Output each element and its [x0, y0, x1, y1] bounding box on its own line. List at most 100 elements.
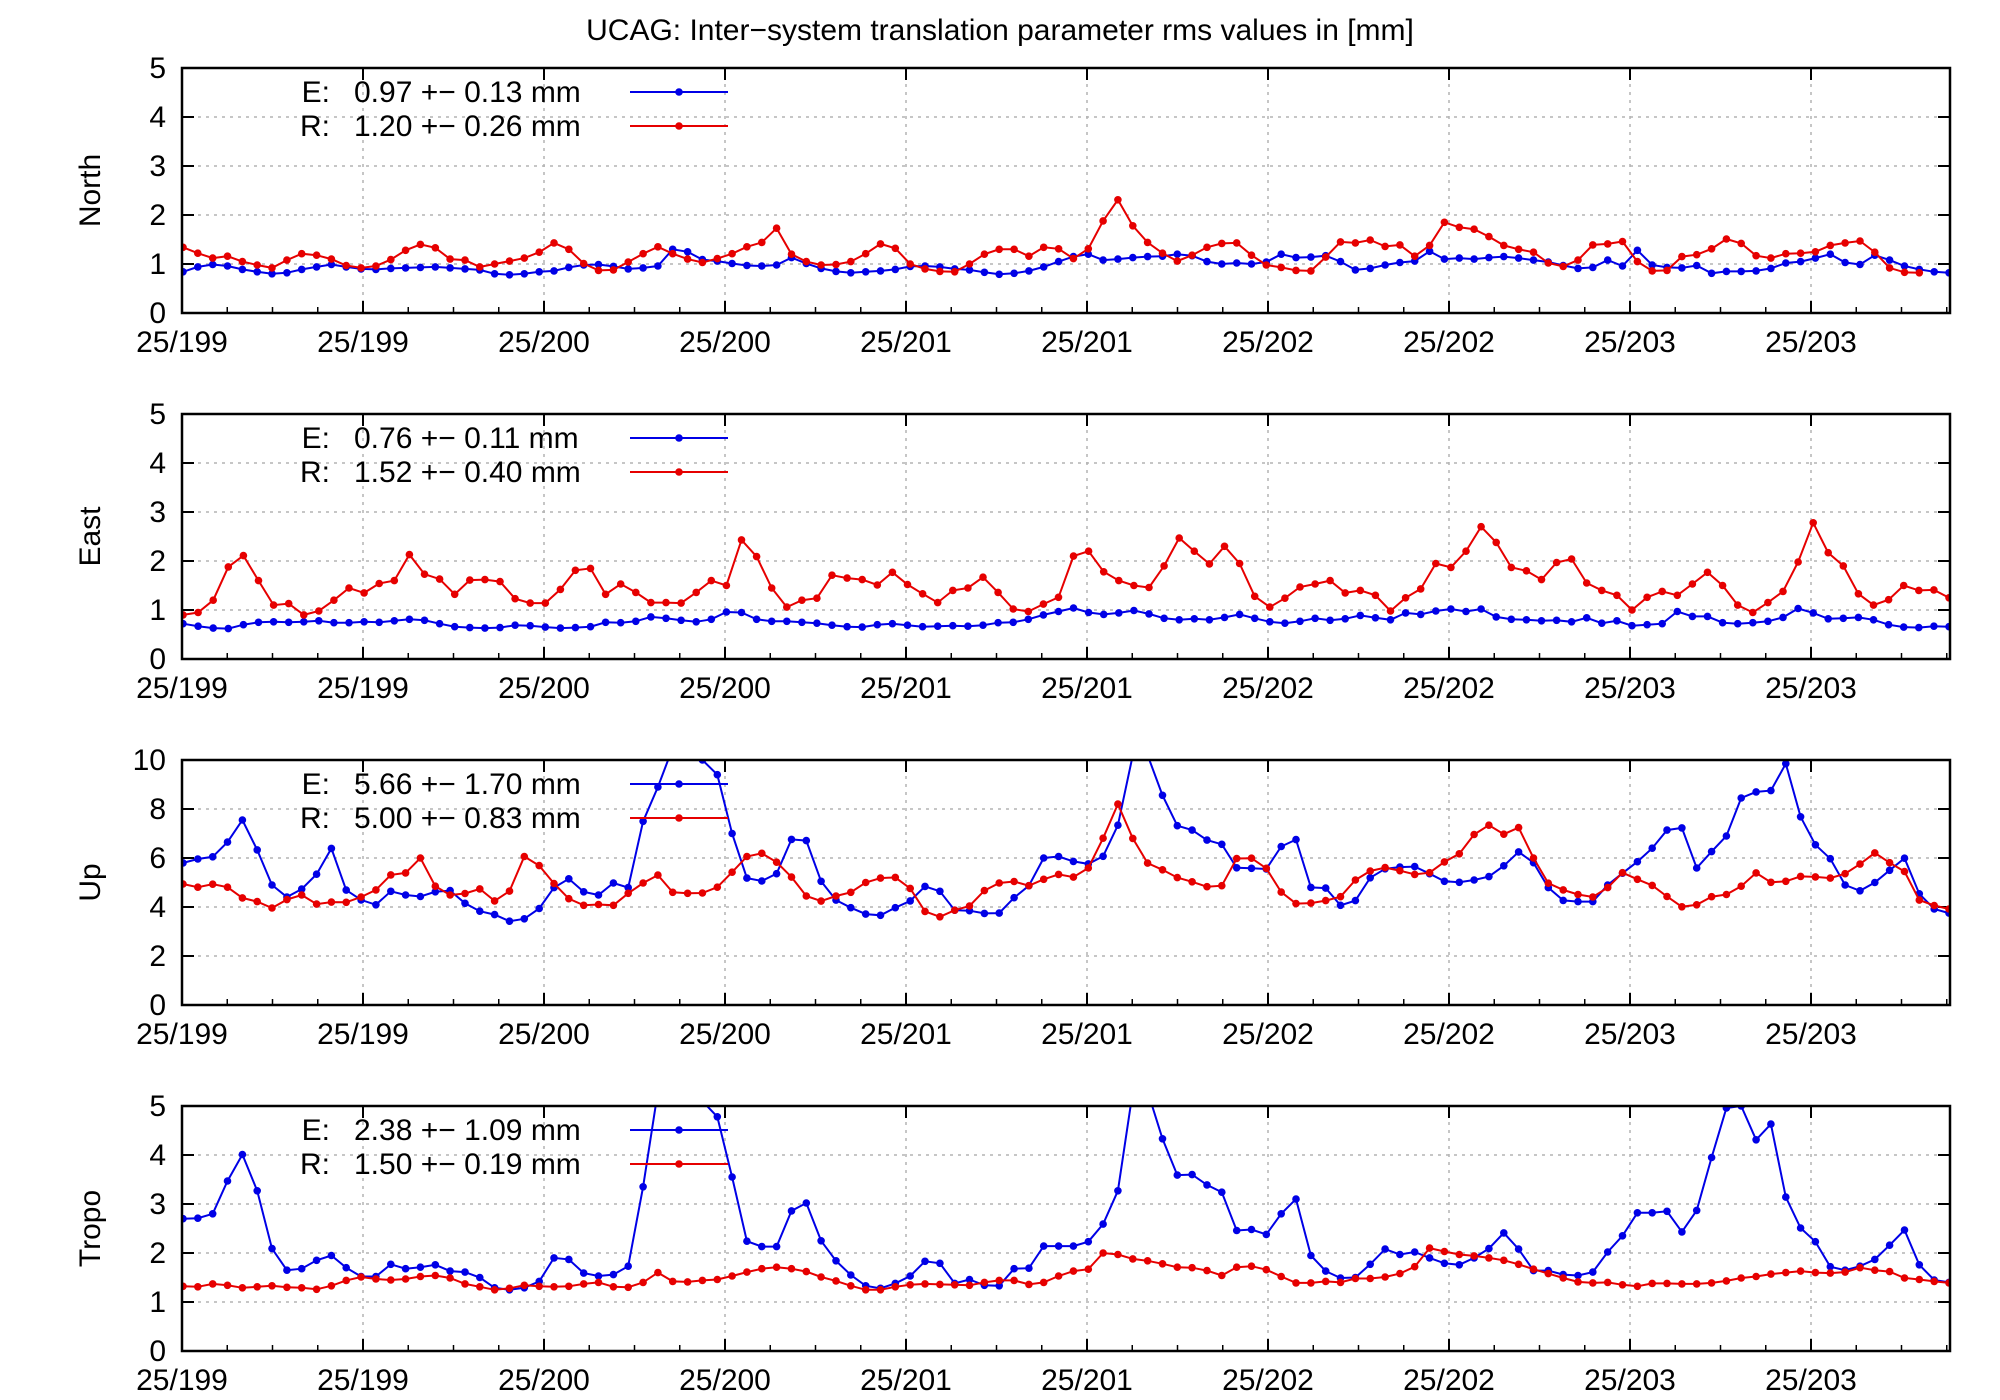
data-point-E	[861, 910, 870, 918]
data-point-E	[390, 617, 399, 625]
data-point-E	[1440, 255, 1449, 263]
data-point-E	[1114, 255, 1122, 263]
data-point-R	[1455, 223, 1464, 232]
data-point-E	[416, 892, 425, 901]
data-point-R	[1160, 562, 1168, 570]
data-point-R	[936, 1280, 944, 1289]
data-point-E	[1613, 617, 1621, 625]
legend-label-E: E:	[302, 768, 330, 801]
data-point-R	[1381, 1273, 1389, 1281]
xtick-label: 25/199	[317, 672, 409, 705]
data-point-E	[194, 622, 202, 630]
legend-marker-R	[675, 468, 683, 476]
data-point-R	[312, 1285, 321, 1294]
data-point-R	[1673, 591, 1682, 600]
data-point-R	[556, 585, 565, 594]
data-point-R	[1613, 591, 1621, 600]
data-point-E	[1396, 258, 1404, 267]
data-point-R	[728, 249, 736, 258]
xtick-label: 25/199	[136, 672, 228, 705]
legend-text-R: 1.20 +− 0.26 mm	[354, 110, 581, 143]
data-point-R	[891, 244, 900, 253]
data-point-R	[1930, 1277, 1938, 1286]
data-point-R	[342, 261, 351, 270]
data-point-E	[692, 618, 700, 626]
data-point-R	[873, 581, 882, 589]
data-point-R	[1425, 241, 1434, 250]
data-point-E	[758, 877, 766, 885]
data-point-R	[284, 599, 293, 608]
data-point-R	[1381, 863, 1389, 872]
data-point-E	[476, 1273, 484, 1282]
data-point-R	[535, 1282, 543, 1291]
xtick-label: 25/203	[1765, 1364, 1857, 1397]
data-point-R	[624, 1283, 632, 1292]
data-point-R	[698, 889, 707, 897]
data-point-E	[1218, 1188, 1226, 1196]
data-point-E	[387, 264, 395, 273]
data-point-E	[1307, 253, 1315, 261]
data-point-R	[1811, 873, 1820, 881]
xtick-label: 25/199	[136, 326, 228, 359]
data-point-E	[416, 1263, 425, 1271]
data-point-E	[802, 836, 811, 845]
data-point-R	[1826, 241, 1835, 250]
data-point-E	[1054, 257, 1063, 266]
data-point-R	[995, 879, 1003, 887]
data-point-R	[431, 882, 440, 890]
data-point-E	[965, 1275, 974, 1284]
data-point-E	[223, 1177, 232, 1185]
data-point-E	[481, 624, 489, 632]
data-point-E	[253, 1187, 261, 1195]
data-point-E	[639, 817, 647, 826]
xtick-label: 25/201	[860, 1018, 952, 1051]
data-point-R	[1618, 1281, 1627, 1289]
data-point-R	[1039, 1278, 1048, 1287]
xtick-label: 25/203	[1584, 672, 1676, 705]
data-point-R	[1930, 901, 1938, 910]
data-point-E	[1537, 617, 1546, 625]
data-point-E	[980, 909, 989, 918]
data-point-R	[1841, 869, 1849, 878]
data-point-E	[772, 869, 781, 878]
data-point-R	[450, 590, 459, 599]
data-point-R	[594, 266, 603, 275]
data-point-E	[1099, 852, 1107, 861]
data-point-E	[1336, 257, 1345, 266]
data-point-E	[669, 744, 677, 752]
data-point-R	[632, 588, 640, 597]
data-point-R	[1841, 1268, 1849, 1276]
data-point-E	[1336, 901, 1345, 910]
data-point-R	[888, 568, 897, 577]
xtick-label: 25/203	[1765, 326, 1857, 359]
data-point-E	[713, 1113, 722, 1121]
data-point-R	[1663, 266, 1671, 275]
data-point-E	[1432, 607, 1440, 615]
ylabel: Tropo	[74, 1190, 107, 1267]
data-point-E	[1574, 1271, 1582, 1280]
data-point-E	[1839, 614, 1848, 623]
data-point-E	[654, 262, 662, 270]
data-point-R	[1296, 583, 1304, 591]
data-point-E	[505, 917, 514, 925]
data-point-E	[1203, 836, 1211, 844]
data-point-R	[1500, 830, 1508, 838]
data-point-R	[1782, 249, 1790, 258]
data-point-E	[297, 265, 306, 274]
data-point-R	[1114, 800, 1122, 808]
data-point-E	[772, 261, 781, 269]
data-point-R	[1381, 242, 1389, 251]
data-point-R	[1752, 869, 1760, 877]
data-point-R	[787, 873, 796, 881]
data-point-E	[1401, 609, 1410, 617]
data-point-R	[446, 255, 454, 263]
data-point-E	[1024, 615, 1033, 624]
data-point-E	[994, 618, 1002, 627]
data-point-R	[1232, 854, 1241, 863]
xtick-label: 25/200	[679, 326, 771, 359]
data-point-E	[1633, 1209, 1642, 1217]
data-point-E	[1514, 1245, 1523, 1253]
data-point-R	[847, 257, 855, 266]
data-point-R	[387, 255, 395, 264]
data-point-E	[1678, 824, 1686, 832]
